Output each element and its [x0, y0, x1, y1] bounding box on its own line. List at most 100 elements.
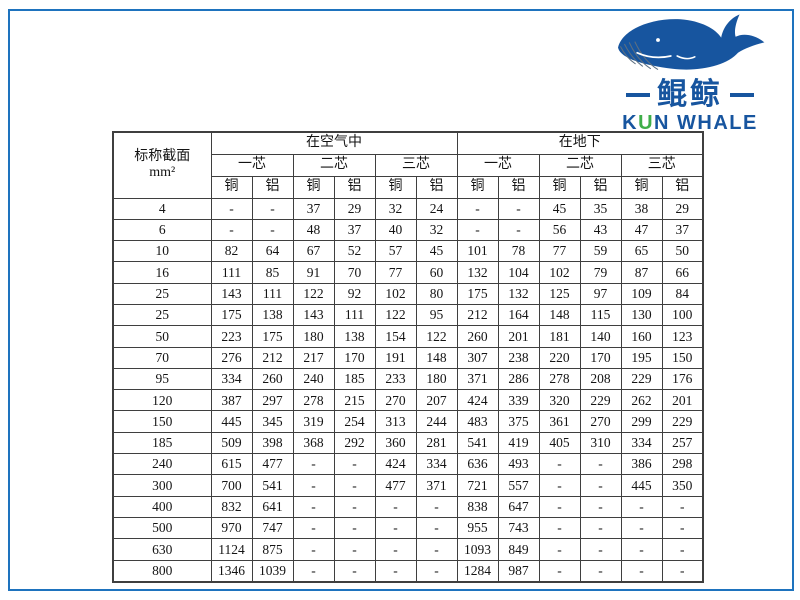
value-cell: 278 [538, 367, 581, 391]
value-cell: 32 [374, 197, 417, 220]
value-cell: 371 [415, 474, 458, 497]
row-size-cell: 150 [112, 410, 212, 433]
value-cell: 140 [579, 325, 622, 348]
value-cell: - [538, 559, 581, 583]
logo-en-rest: N WHALE [654, 112, 758, 134]
table-row: 70 276 212 217 170 191 148 307 238 220 170 195 150 [112, 346, 704, 369]
value-cell: - [333, 538, 376, 561]
value-cell: 244 [415, 410, 458, 433]
value-cell: 95 [415, 303, 458, 327]
value-cell: 32 [415, 218, 458, 242]
material-header-cu: 铜 [292, 175, 335, 199]
subheader-air-2core: 二芯 [292, 153, 376, 177]
value-cell: 111 [333, 303, 376, 327]
value-cell: 541 [251, 474, 294, 497]
value-cell: 970 [210, 516, 253, 540]
value-cell: 875 [251, 538, 294, 561]
value-cell: 100 [661, 303, 704, 327]
value-cell: 838 [456, 495, 499, 518]
table-row: 300 700 541- -477 371 721 557- -445 350 [112, 474, 704, 497]
material-header-al: 铝 [497, 175, 540, 199]
subheader-air-1core: 一芯 [210, 153, 294, 177]
value-cell: 1093 [456, 538, 499, 561]
row-size-cell: 6 [112, 218, 212, 242]
value-cell: - [538, 474, 581, 497]
value-cell: 223 [210, 325, 253, 348]
value-cell: 743 [497, 516, 540, 540]
value-cell: 477 [251, 453, 294, 476]
row-size-cell: 10 [112, 240, 212, 263]
subheader-ug-3core: 三芯 [620, 153, 704, 177]
value-cell: 84 [661, 282, 704, 305]
value-cell: - [415, 516, 458, 540]
value-cell: 201 [497, 325, 540, 348]
value-cell: 45 [415, 240, 458, 263]
value-cell: 987 [497, 559, 540, 583]
value-cell: - [661, 495, 704, 518]
row-size-cell: 300 [112, 474, 212, 497]
value-cell: - [620, 516, 663, 540]
value-cell: 191 [374, 346, 417, 369]
subheader-air-3core: 三芯 [374, 153, 458, 177]
corner-header-line2: mm² [149, 165, 176, 181]
value-cell: 64 [251, 240, 294, 263]
value-cell: - [210, 197, 253, 220]
value-cell: 636 [456, 453, 499, 476]
row-size-cell: 500 [112, 516, 212, 540]
value-cell: - [415, 538, 458, 561]
material-header-cu: 铜 [538, 175, 581, 199]
value-cell: - [579, 474, 622, 497]
value-cell: - [579, 538, 622, 561]
value-cell: 92 [333, 282, 376, 305]
material-header-al: 铝 [415, 175, 458, 199]
value-cell: 278 [292, 389, 335, 412]
value-cell: - [251, 218, 294, 242]
value-cell: 148 [538, 303, 581, 327]
value-cell: 52 [333, 240, 376, 263]
value-cell: 641 [251, 495, 294, 518]
value-cell: - [292, 559, 335, 583]
value-cell: 45 [538, 197, 581, 220]
value-cell: - [456, 197, 499, 220]
row-size-cell: 16 [112, 261, 212, 284]
table-row: 95 334 260 240 185 233 180 371 286 278 208 229 176 [112, 367, 704, 391]
value-cell: 195 [620, 346, 663, 369]
value-cell: 398 [251, 431, 294, 455]
value-cell: 180 [292, 325, 335, 348]
value-cell: - [579, 453, 622, 476]
value-cell: - [210, 218, 253, 242]
logo-name-en: KUN WHALE [594, 112, 786, 135]
table-row: 500 970 747- - - -955 743- - - - [112, 516, 704, 540]
logo-name-cn: 鲲鲸 [657, 78, 723, 111]
value-cell: 334 [210, 367, 253, 391]
value-cell: 111 [210, 261, 253, 284]
value-cell: 371 [456, 367, 499, 391]
table-row: 4- -37 29 32 24- -45 35 38 29 [112, 197, 704, 220]
value-cell: 176 [661, 367, 704, 391]
value-cell: 154 [374, 325, 417, 348]
value-cell: 368 [292, 431, 335, 455]
material-header-al: 铝 [251, 175, 294, 199]
value-cell: 419 [497, 431, 540, 455]
group-header-in-air: 在空气中 [210, 131, 458, 155]
value-cell: 212 [456, 303, 499, 327]
value-cell: 307 [456, 346, 499, 369]
value-cell: 260 [456, 325, 499, 348]
value-cell: 445 [620, 474, 663, 497]
value-cell: 747 [251, 516, 294, 540]
value-cell: 334 [415, 453, 458, 476]
value-cell: 150 [661, 346, 704, 369]
value-cell: 111 [251, 282, 294, 305]
value-cell: 38 [620, 197, 663, 220]
value-cell: 320 [538, 389, 581, 412]
value-cell: 101 [456, 240, 499, 263]
value-cell: 170 [579, 346, 622, 369]
value-cell: 37 [333, 218, 376, 242]
value-cell: 181 [538, 325, 581, 348]
table-row: 25 175 138 143 111 122 95 212 164 148 115 130 100 [112, 303, 704, 327]
value-cell: 132 [456, 261, 499, 284]
header-row-cores: 一芯 二芯 三芯 一芯 二芯 三芯 [113, 153, 704, 177]
value-cell: 65 [620, 240, 663, 263]
corner-header: 标称截面 mm² [112, 131, 212, 199]
value-cell: 40 [374, 218, 417, 242]
